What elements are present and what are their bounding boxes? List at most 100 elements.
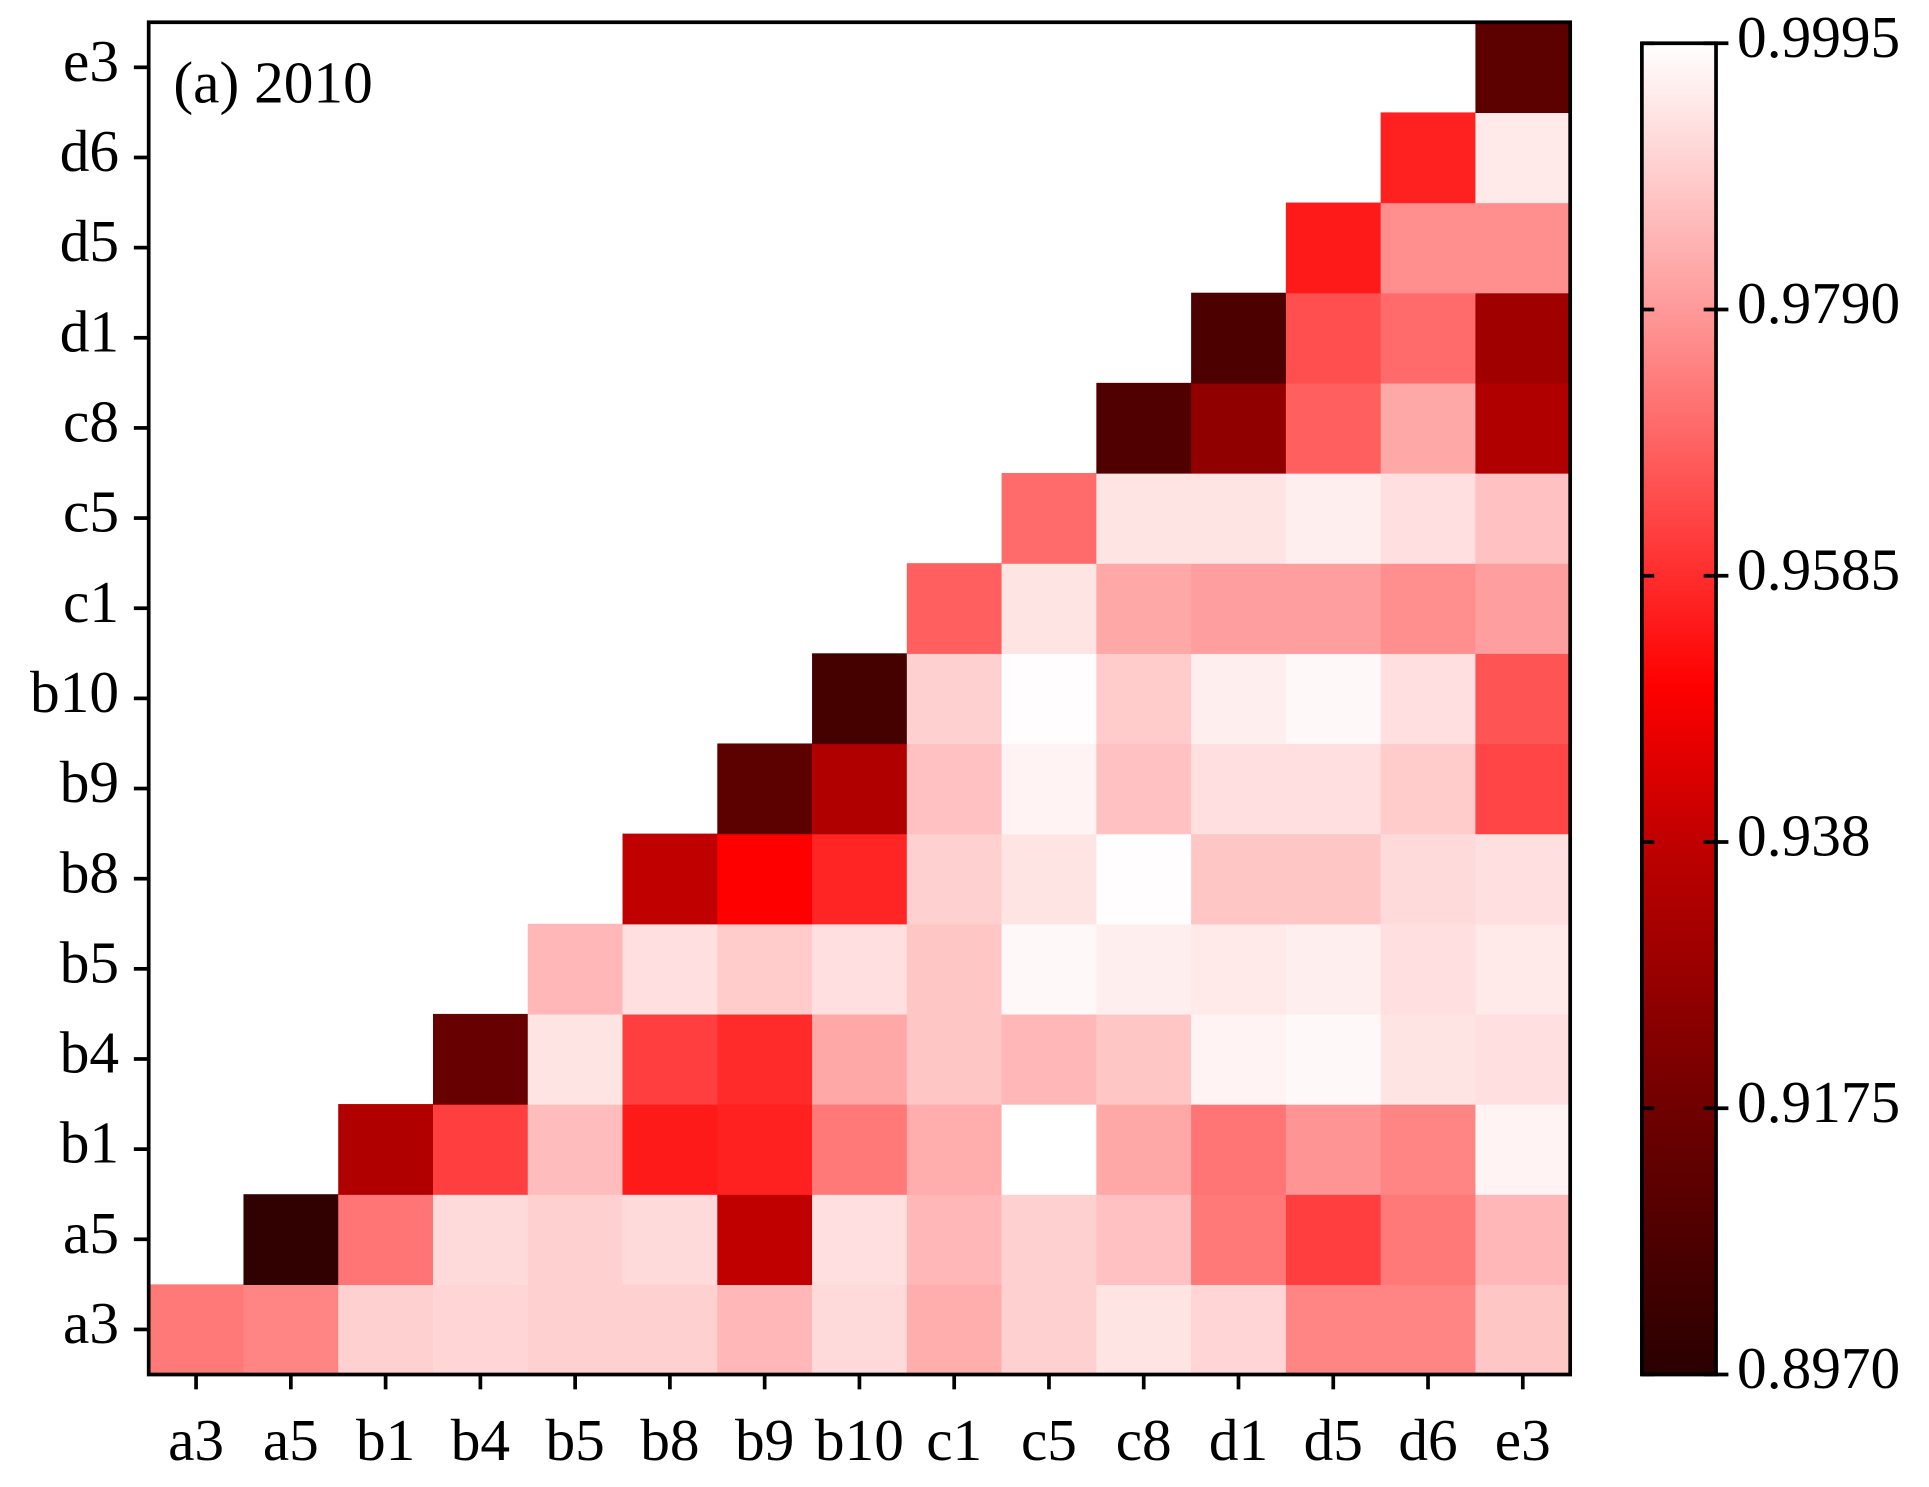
heat-cell <box>1380 923 1477 1015</box>
heat-cell <box>1096 743 1192 835</box>
heat-cell <box>338 1284 434 1376</box>
heat-cell <box>1475 563 1571 654</box>
heat-cell <box>1475 292 1571 384</box>
x-tick-label: b1 <box>356 1407 415 1473</box>
heat-cell <box>1285 833 1382 925</box>
heat-cell <box>1285 1194 1382 1285</box>
heat-cell <box>1475 1194 1571 1285</box>
heat-cell <box>432 1284 529 1376</box>
heat-cell <box>1285 923 1382 1015</box>
heat-cell <box>1380 653 1477 745</box>
heat-cell <box>1475 202 1571 294</box>
heat-cell <box>1475 833 1571 925</box>
heat-cell <box>717 1104 813 1195</box>
heat-cell <box>527 1104 624 1195</box>
x-tick-label: b5 <box>545 1407 604 1473</box>
x-tick-label: c1 <box>926 1407 982 1473</box>
heat-cell <box>1285 1284 1382 1376</box>
heat-cell <box>1380 1284 1477 1376</box>
heat-cell <box>527 1194 624 1285</box>
heat-cell <box>1191 1284 1287 1376</box>
heat-cell <box>1191 923 1287 1015</box>
colorbar-tick-label: 0.9585 <box>1737 536 1900 602</box>
heat-cell <box>1001 743 1097 835</box>
heat-cell <box>1475 1104 1571 1195</box>
heat-cell <box>1096 1284 1192 1376</box>
heat-cell <box>1096 1194 1192 1285</box>
y-tick-label: d6 <box>60 118 119 184</box>
heat-cell <box>1096 382 1192 474</box>
heat-cell <box>1191 382 1287 474</box>
heat-cell <box>1475 112 1571 204</box>
colorbar <box>1640 41 1718 1377</box>
heat-cell <box>527 1284 624 1376</box>
x-tick-label: d6 <box>1398 1407 1457 1473</box>
heat-cell <box>1001 923 1097 1015</box>
heat-cell <box>622 1194 718 1285</box>
heat-cell <box>1475 923 1571 1015</box>
y-tick-label: d5 <box>60 208 119 274</box>
heat-cell <box>906 563 1003 654</box>
heat-cell <box>1096 473 1192 564</box>
heat-cell <box>906 1013 1003 1105</box>
heat-cell <box>1285 743 1382 835</box>
heat-cell <box>717 1013 813 1105</box>
heat-cell <box>906 1104 1003 1195</box>
heat-cell <box>906 1194 1003 1285</box>
annotation: (a) 2010 <box>173 50 372 116</box>
heat-cell <box>1475 473 1571 564</box>
x-tick-label: d5 <box>1304 1407 1363 1473</box>
heat-cell <box>906 923 1003 1015</box>
heat-cell <box>1096 1104 1192 1195</box>
heat-cell <box>1380 473 1477 564</box>
heat-cell <box>1001 563 1097 654</box>
heat-cell <box>1096 563 1192 654</box>
heat-cell <box>338 1104 434 1195</box>
y-tick-label: a5 <box>63 1200 119 1266</box>
heat-cell <box>1191 743 1287 835</box>
heat-cell <box>906 833 1003 925</box>
x-tick-label: d1 <box>1209 1407 1268 1473</box>
heat-cell <box>906 1284 1003 1376</box>
heat-cell <box>1096 1013 1192 1105</box>
heat-cell <box>906 653 1003 745</box>
heat-cell <box>622 1104 718 1195</box>
heat-cell <box>1096 833 1192 925</box>
heat-cell <box>432 1013 529 1105</box>
heat-cell <box>1001 653 1097 745</box>
y-tick-label: b1 <box>60 1110 119 1176</box>
heat-cell <box>243 1194 339 1285</box>
heat-cell <box>812 1284 908 1376</box>
heat-cell <box>1380 1194 1477 1285</box>
heat-cell <box>812 743 908 835</box>
heat-cell <box>812 1194 908 1285</box>
heat-cell <box>1001 833 1097 925</box>
heat-cell <box>243 1284 339 1376</box>
y-tick-label: b9 <box>60 749 119 815</box>
heat-cell <box>148 1284 245 1376</box>
x-tick-label: c8 <box>1116 1407 1172 1473</box>
heat-cell <box>1475 382 1571 474</box>
heat-cell <box>812 923 908 1015</box>
heat-cell <box>432 1104 529 1195</box>
heat-cell <box>1285 202 1382 294</box>
heat-cell <box>1475 743 1571 835</box>
heat-cell <box>622 1284 718 1376</box>
heat-cell <box>1475 1013 1571 1105</box>
heat-cell <box>906 743 1003 835</box>
heat-cell <box>1285 1013 1382 1105</box>
y-tick-label: e3 <box>63 28 119 94</box>
heat-cell <box>1191 1104 1287 1195</box>
heat-cell <box>717 1284 813 1376</box>
heat-cell <box>717 743 813 835</box>
heat-cell <box>1380 743 1477 835</box>
y-tick-label: b4 <box>60 1020 119 1086</box>
heat-cell <box>1380 1104 1477 1195</box>
heat-cell <box>622 923 718 1015</box>
heat-cell <box>1096 653 1192 745</box>
heat-cell <box>1001 1104 1097 1195</box>
heat-cell <box>1285 292 1382 384</box>
heat-cell <box>717 833 813 925</box>
heat-cell <box>717 923 813 1015</box>
heat-cell <box>622 833 718 925</box>
